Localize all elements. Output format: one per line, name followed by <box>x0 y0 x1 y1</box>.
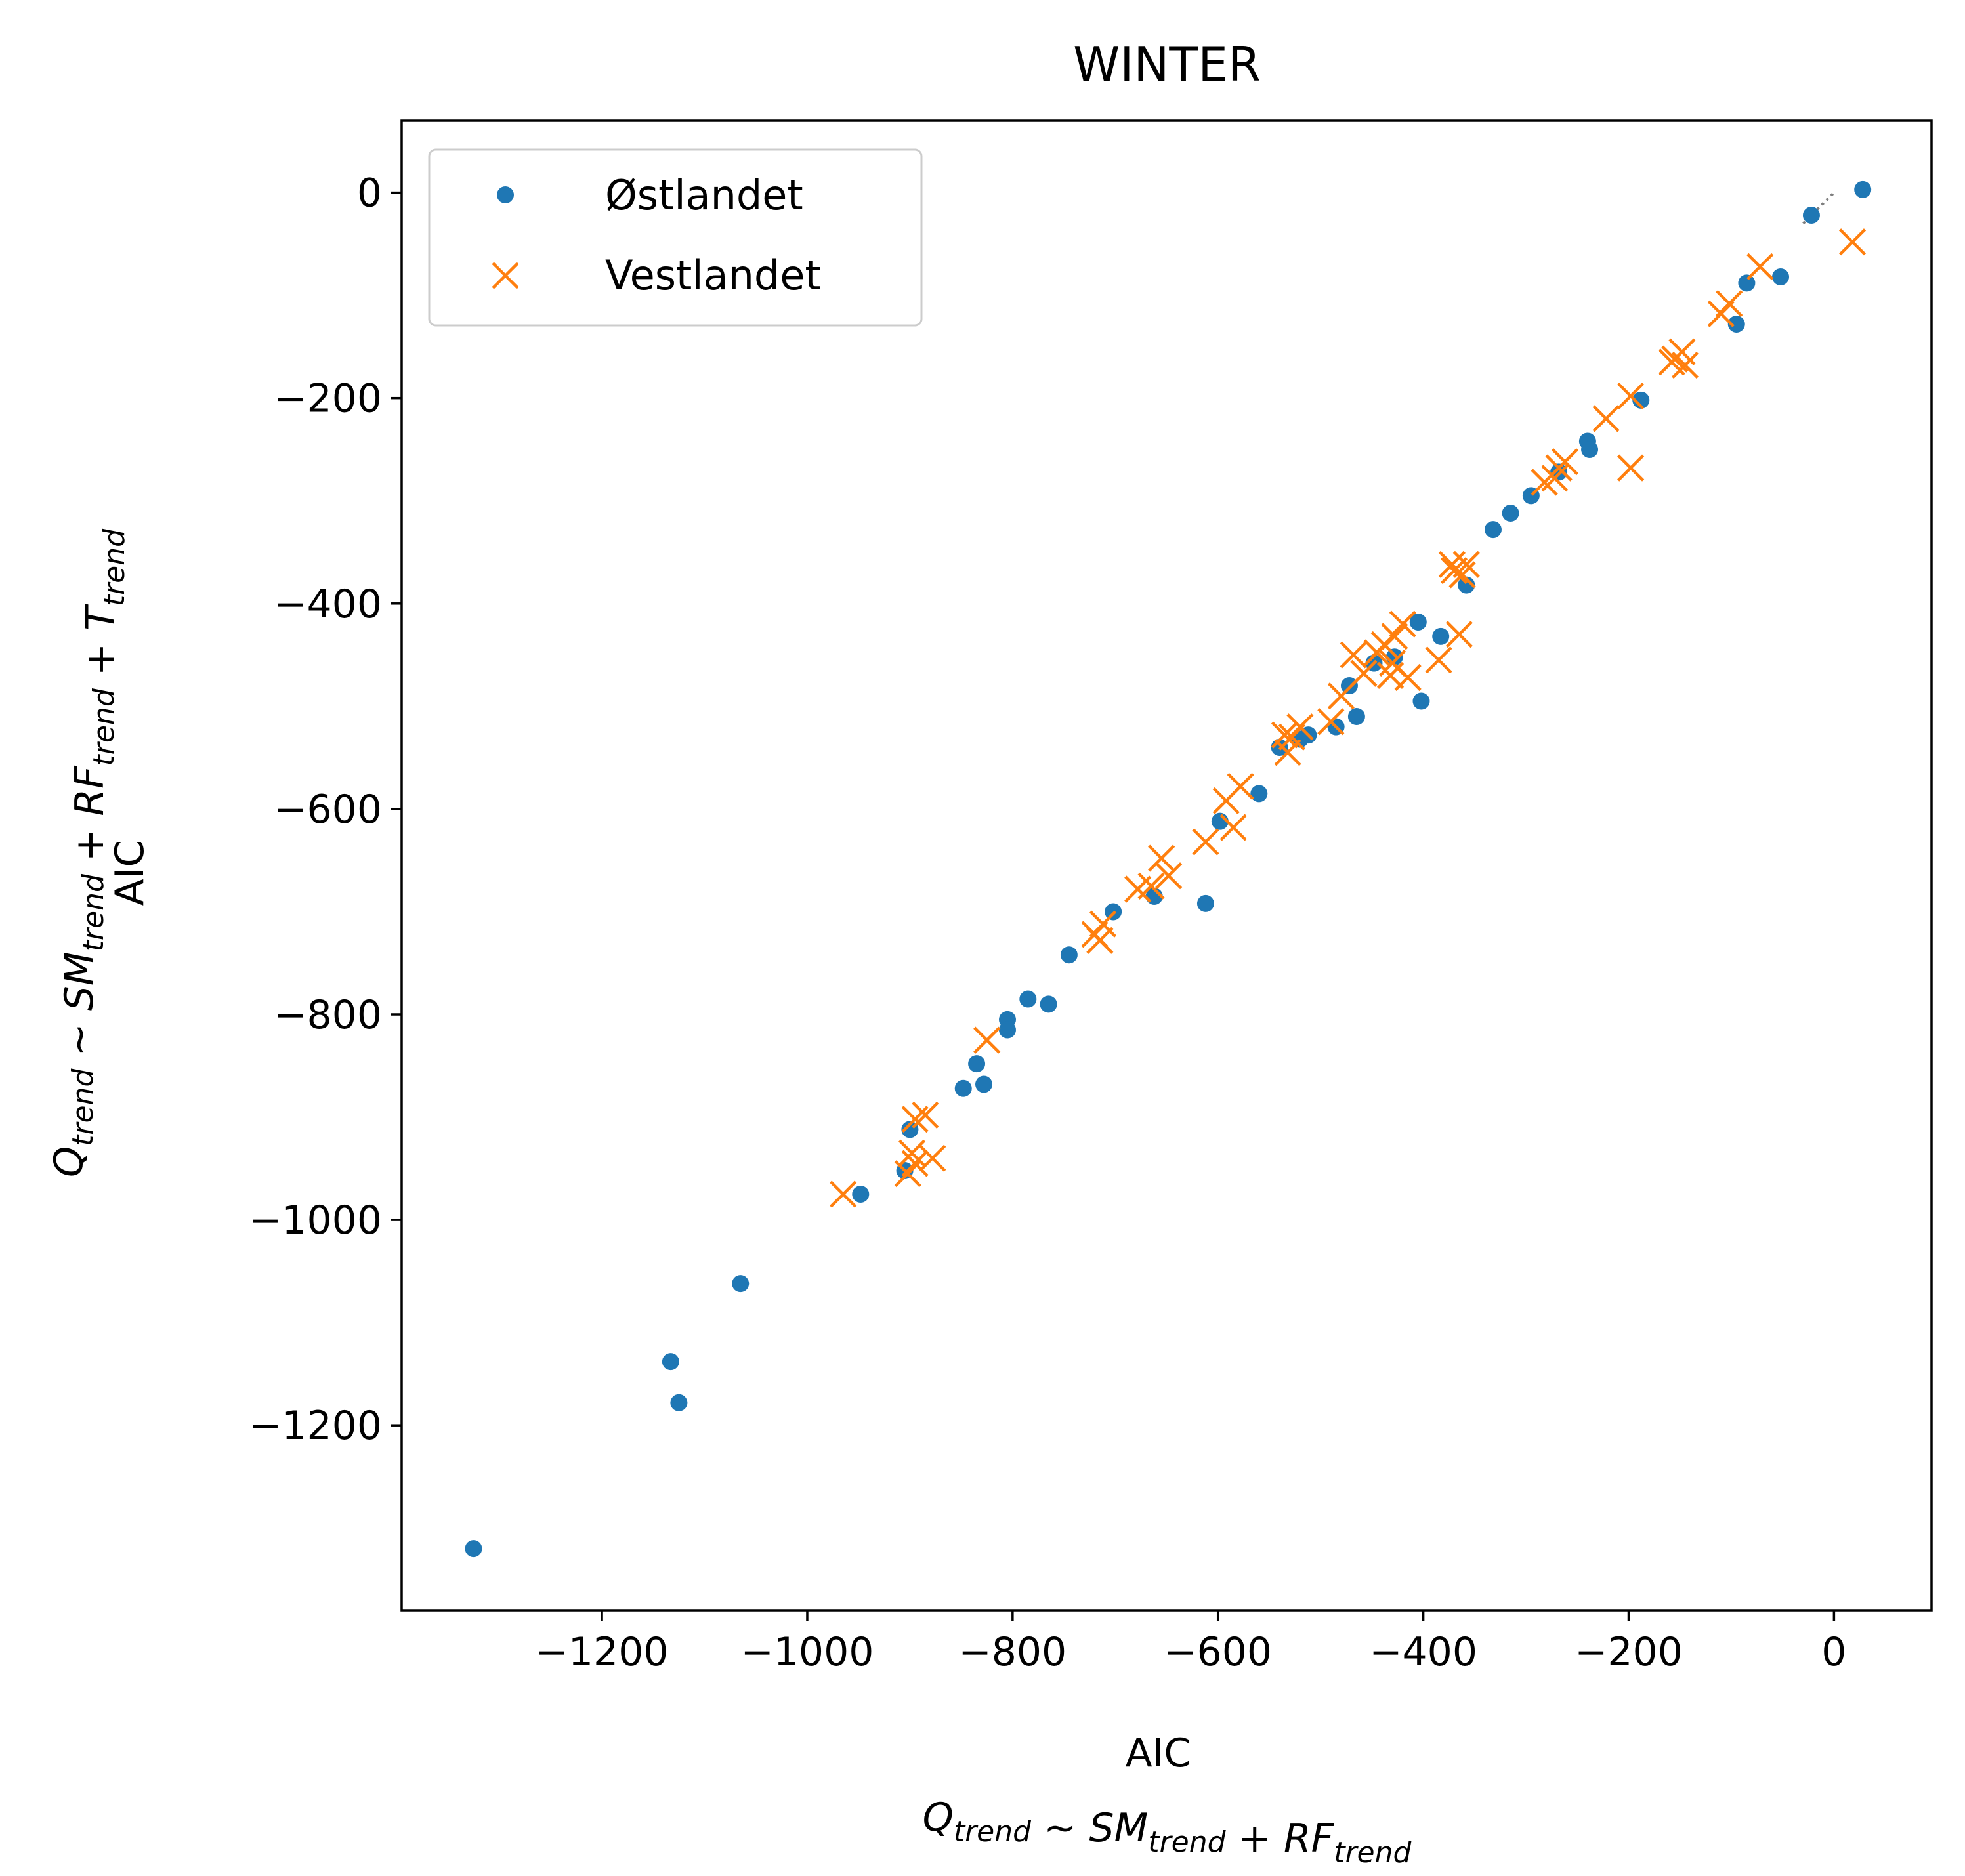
y-tick-label-5: −1000 <box>249 1198 382 1243</box>
point-series0-42 <box>670 1394 688 1411</box>
point-series1-14 <box>1545 454 1573 482</box>
point-series0-11 <box>1484 521 1502 539</box>
point-series0-26 <box>1196 894 1214 912</box>
chart-title: WINTER <box>1073 37 1261 92</box>
x-axis-label-aic: AIC <box>1126 1730 1192 1776</box>
point-series1-39 <box>1192 828 1219 856</box>
point-series0-39 <box>852 1185 870 1203</box>
point-series1-40 <box>1148 844 1175 872</box>
point-series1-1 <box>1746 253 1774 280</box>
point-series1-7 <box>1671 352 1699 379</box>
legend-label-vestlandet: Vestlandet <box>605 251 821 299</box>
point-series0-10 <box>1502 505 1519 522</box>
x-tick-label-0: −1200 <box>536 1629 669 1675</box>
point-series1-34 <box>1286 713 1314 741</box>
y-axis-label-formula: Qtrend ~ SMtrend + RFtrend + Ttrend <box>46 528 131 1177</box>
point-series0-0 <box>1854 180 1872 198</box>
point-series1-10 <box>1617 454 1645 482</box>
y-axis-label: AIC Qtrend ~ SMtrend + RFtrend + Ttrend <box>46 528 153 1177</box>
point-series1-30 <box>1327 682 1355 710</box>
point-series1-3 <box>1707 300 1735 327</box>
y-tick-label-6: −1200 <box>249 1403 382 1449</box>
legend-marker-ostlandet <box>497 186 514 203</box>
point-series0-1 <box>1802 207 1820 224</box>
point-series1-33 <box>1274 739 1301 766</box>
point-series1-0 <box>1838 228 1867 256</box>
point-series1-41 <box>1155 862 1183 890</box>
point-series1-54 <box>830 1180 857 1208</box>
series-1 <box>830 228 1867 1208</box>
point-series1-35 <box>1271 721 1299 749</box>
point-series0-5 <box>1632 391 1650 409</box>
x-tick-label-6: 0 <box>1821 1629 1846 1675</box>
legend: Østlandet Vestlandet <box>428 148 923 327</box>
point-series0-35 <box>968 1055 986 1073</box>
legend-box <box>428 148 923 327</box>
point-series1-12 <box>1541 465 1569 492</box>
legend-marker-vestlandet <box>492 262 519 289</box>
point-series1-43 <box>1124 875 1152 903</box>
point-series0-31 <box>1019 990 1037 1008</box>
point-series0-34 <box>975 1075 993 1093</box>
y-tick-label-3: −600 <box>274 787 382 833</box>
point-series1-8 <box>1617 382 1645 410</box>
point-series0-41 <box>662 1353 679 1371</box>
x-tick-label-3: −600 <box>1164 1629 1272 1675</box>
point-series1-51 <box>919 1144 946 1172</box>
point-series0-24 <box>1250 785 1268 803</box>
point-series0-15 <box>1412 692 1430 710</box>
point-series1-37 <box>1212 787 1240 814</box>
x-tick-label-1: −1000 <box>740 1629 874 1675</box>
point-series0-30 <box>1040 995 1057 1013</box>
point-series0-18 <box>1347 708 1365 725</box>
point-series0-33 <box>999 1021 1017 1039</box>
point-series1-18 <box>1440 557 1468 585</box>
point-series0-3 <box>1738 274 1756 292</box>
x-axis-label: AIC Qtrend ~ SMtrend + RFtrend <box>923 1730 1412 1869</box>
point-series1-48 <box>901 1106 929 1133</box>
point-series1-38 <box>1219 814 1247 841</box>
y-tick-label-2: −400 <box>274 581 382 627</box>
point-series1-31 <box>1317 708 1345 736</box>
point-series1-53 <box>901 1150 929 1177</box>
x-tick-label-4: −400 <box>1369 1629 1477 1675</box>
axis-ticks: −1200 −1000 −800 −600 −400 −200 0 0 −200 −400 −600… <box>249 171 1846 1675</box>
point-series1-9 <box>1592 405 1620 432</box>
y-axis-label-aic: AIC <box>107 840 153 906</box>
axes-frame <box>400 119 1933 1612</box>
legend-label-ostlandet: Østlandet <box>605 171 803 219</box>
point-series0-29 <box>1060 946 1078 964</box>
x-axis-label-formula: Qtrend ~ SMtrend + RFtrend <box>923 1795 1412 1869</box>
x-tick-label-2: −800 <box>958 1629 1067 1675</box>
point-series1-46 <box>1086 927 1114 954</box>
x-tick-label-5: −200 <box>1574 1629 1683 1675</box>
point-series0-43 <box>465 1540 482 1558</box>
point-series1-20 <box>1425 646 1452 674</box>
point-series0-36 <box>954 1079 972 1097</box>
point-series1-28 <box>1350 659 1378 687</box>
y-tick-label-1: −200 <box>274 376 382 422</box>
point-series0-14 <box>1409 613 1427 631</box>
point-series1-29 <box>1340 641 1367 669</box>
point-series0-40 <box>732 1275 750 1293</box>
point-series1-17 <box>1448 561 1476 589</box>
plot-area <box>465 180 1872 1558</box>
point-series1-49 <box>912 1101 939 1129</box>
point-series0-7 <box>1581 440 1599 458</box>
point-series0-13 <box>1432 627 1450 645</box>
y-tick-label-0: 0 <box>357 171 382 217</box>
point-series0-4 <box>1727 315 1745 333</box>
point-series1-19 <box>1445 621 1473 648</box>
point-series1-27 <box>1394 663 1422 692</box>
point-series0-2 <box>1772 268 1790 285</box>
point-series1-24 <box>1363 639 1391 667</box>
point-series1-47 <box>973 1026 1001 1054</box>
y-tick-label-4: −800 <box>274 992 382 1038</box>
